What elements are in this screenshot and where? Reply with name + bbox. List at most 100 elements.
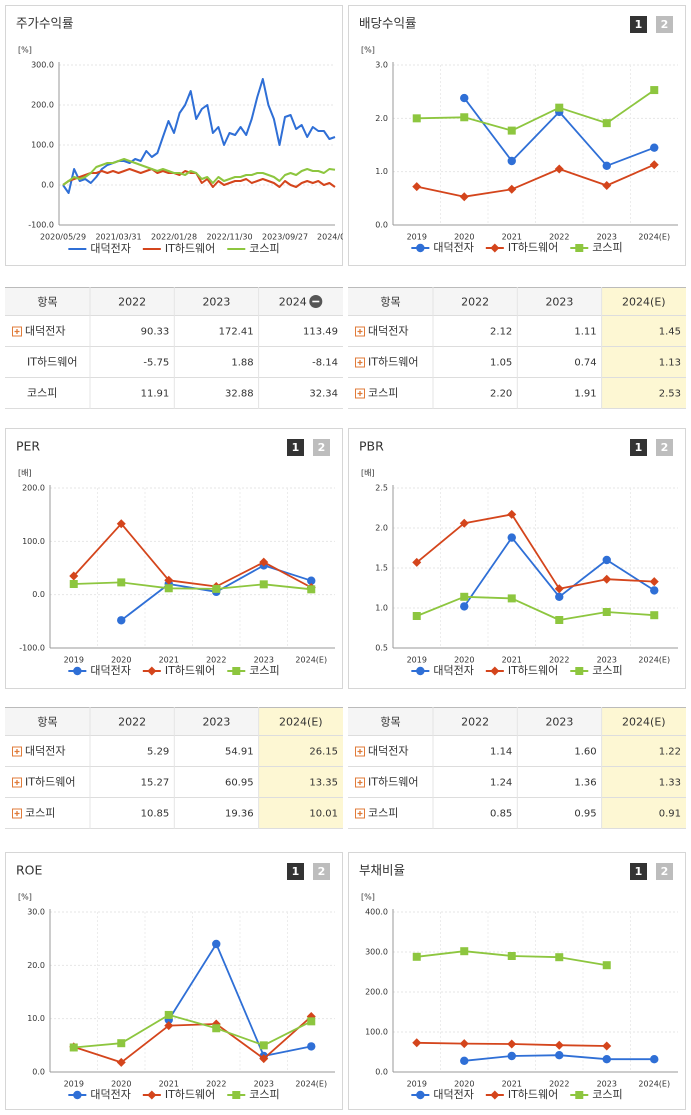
page-button[interactable] (656, 439, 673, 456)
cell-value: 0.74 (574, 358, 596, 369)
cell-value: 1.88 (231, 358, 253, 369)
page-button[interactable] (656, 863, 673, 880)
page-button[interactable] (630, 16, 647, 33)
panel-border (5, 852, 343, 1110)
x-tick-label: 2023 (597, 1080, 617, 1089)
page-button-label[interactable]: 2 (661, 865, 669, 878)
y-tick-label: 0.0 (375, 1068, 388, 1077)
x-tick-label: 2023 (597, 656, 617, 665)
legend-label: IT하드웨어 (508, 1087, 558, 1101)
legend: 대덕전자 IT하드웨어 코스피 (411, 663, 623, 677)
cell-value: 1.24 (490, 778, 512, 789)
series-line (416, 595, 655, 621)
row-name: 대덕전자 (368, 325, 408, 338)
marker (650, 586, 659, 595)
series-line (416, 89, 655, 132)
page-button[interactable] (287, 439, 304, 456)
x-tick-label: 2019 (407, 1080, 427, 1089)
header-cell: 2022 (118, 716, 146, 729)
marker (602, 161, 611, 170)
panel-border (348, 428, 686, 689)
marker (507, 594, 516, 603)
cell-value: 1.13 (659, 358, 681, 369)
cell-value: 90.33 (141, 327, 170, 338)
series-line (73, 1014, 312, 1049)
cell-value: 32.34 (309, 389, 338, 400)
page-button-label[interactable]: 1 (292, 441, 300, 454)
y-tick-label: 300.0 (31, 61, 54, 70)
y-tick-label: 400.0 (365, 908, 388, 917)
marker (555, 592, 564, 601)
page-button[interactable] (630, 863, 647, 880)
y-tick-label: 1.5 (375, 564, 388, 573)
page-button[interactable] (313, 863, 330, 880)
marker (164, 575, 174, 585)
cell-value: 26.15 (309, 747, 338, 758)
marker (212, 939, 221, 949)
page-button-label[interactable]: 1 (635, 441, 643, 454)
page-button[interactable] (630, 439, 647, 456)
chart-title: 배당수익률 (359, 16, 417, 31)
x-tick-label: 2021 (502, 233, 522, 242)
x-tick-label: 2022/11/30 (206, 233, 252, 242)
cell-value: 1.60 (574, 747, 596, 758)
legend-item: 대덕전자 (68, 242, 131, 255)
y-tick-label: 200.0 (365, 988, 388, 997)
marker (259, 557, 269, 567)
marker (575, 244, 584, 252)
y-tick-label: -100.0 (19, 644, 45, 653)
header-cell: 항목 (37, 296, 57, 309)
x-tick-label: 2022 (206, 1080, 226, 1089)
chart-title: 주가수익률 (16, 16, 74, 31)
cell-value: 5.29 (147, 747, 169, 758)
marker (117, 616, 126, 625)
series-line (416, 163, 655, 198)
marker (259, 1041, 268, 1050)
unit-label: [배] (18, 469, 32, 478)
x-tick-label: 2019 (407, 233, 427, 242)
page-button-label[interactable]: 1 (635, 865, 643, 878)
x-tick-label: 2023 (254, 656, 274, 665)
marker (259, 1054, 269, 1064)
header-cell: 항목 (380, 716, 400, 729)
page-button-label[interactable]: 2 (661, 18, 669, 31)
marker (602, 961, 611, 970)
table: 항목 2022 2023 2024(E) 대덕전자 5.29 54.91 26.15 IT하드웨… (5, 707, 343, 829)
page-button-label[interactable]: 2 (318, 441, 326, 454)
legend-item: 대덕전자 (68, 664, 131, 677)
page-button-label[interactable]: 2 (661, 441, 669, 454)
page-button-label[interactable]: 2 (318, 865, 326, 878)
marker (147, 1090, 157, 1100)
marker (117, 578, 126, 587)
legend-label: 대덕전자 (90, 242, 130, 255)
y-tick-label: 2.0 (375, 524, 388, 533)
page-button-label[interactable]: 1 (635, 18, 643, 31)
cell-value: 1.36 (574, 778, 596, 789)
x-tick-label: 2020 (111, 1080, 131, 1089)
highlight-column (601, 707, 686, 829)
x-tick-label: 2021 (502, 656, 522, 665)
marker (602, 608, 611, 616)
row-name: IT하드웨어 (27, 355, 77, 369)
marker (650, 86, 659, 95)
page-button[interactable] (656, 16, 673, 33)
y-tick-label: 3.0 (375, 61, 388, 70)
marker (555, 103, 564, 112)
page-button-label[interactable]: 1 (292, 865, 300, 878)
page-button[interactable] (287, 863, 304, 880)
legend-item: IT하드웨어 (485, 1087, 558, 1101)
marker (307, 1042, 316, 1051)
page-button[interactable] (313, 439, 330, 456)
marker (507, 1039, 517, 1049)
y-tick-label: 200.0 (22, 484, 45, 493)
chart-title: ROE (16, 863, 43, 878)
legend-label: 코스피 (249, 242, 279, 255)
cell-value: 60.95 (225, 778, 254, 789)
expand-plus (357, 780, 363, 785)
header-cell: 2023 (545, 296, 573, 309)
expand-plus (357, 749, 363, 754)
marker (554, 164, 564, 174)
x-tick-label: 2022/01/28 (151, 233, 197, 242)
row-name: 대덕전자 (368, 745, 408, 758)
row-name: 코스피 (27, 387, 57, 400)
